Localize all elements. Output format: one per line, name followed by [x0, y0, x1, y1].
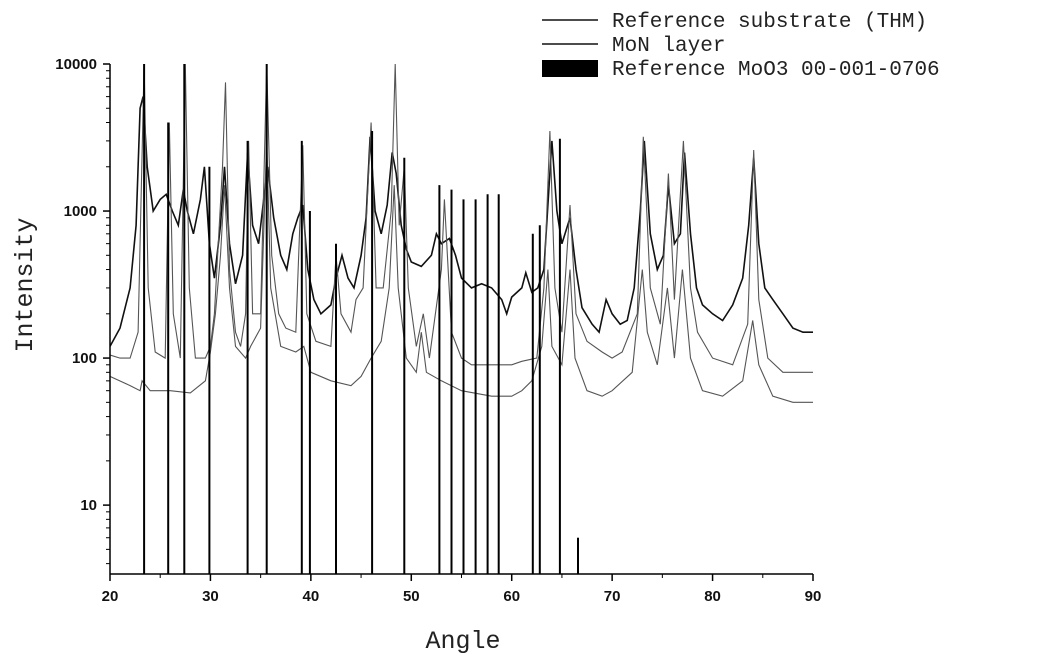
axes: 20 30 40 50 60 70 80 90 10 100 1000 10000: [55, 56, 821, 605]
x-tick-label: 90: [805, 588, 822, 605]
x-tick-label: 70: [604, 588, 621, 605]
legend: Reference substrate (THM)MoN layerRefere…: [542, 11, 940, 82]
y-tick-label: 100: [72, 350, 97, 367]
legend-swatch-box: [542, 60, 598, 77]
legend-label: Reference substrate (THM): [612, 11, 927, 34]
legend-label: Reference MoO3 00-001-0706: [612, 59, 940, 82]
x-tick-label: 30: [202, 588, 219, 605]
x-tick-label: 60: [503, 588, 520, 605]
x-tick-label: 40: [303, 588, 320, 605]
y-tick-label: 1000: [64, 203, 97, 220]
x-tick-label: 20: [102, 588, 119, 605]
x-tick-label: 80: [704, 588, 721, 605]
series-line-2: [110, 64, 813, 372]
x-axis-title: Angle: [425, 627, 500, 656]
x-tick-label: 50: [403, 588, 420, 605]
plot-area: [110, 64, 813, 574]
y-tick-label: 10000: [55, 56, 97, 73]
y-tick-label: 10: [80, 497, 97, 514]
legend-label: MoN layer: [612, 35, 725, 58]
y-axis-title: Intensity: [11, 217, 40, 352]
